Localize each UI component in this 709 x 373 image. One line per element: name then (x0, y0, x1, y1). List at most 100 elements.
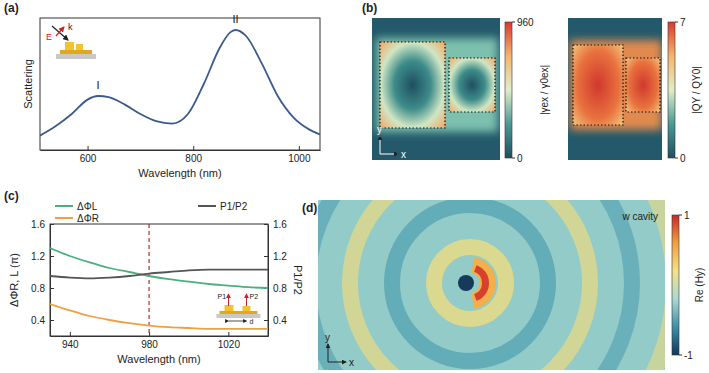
wave-front (318, 200, 665, 370)
tick: 1000 (288, 146, 311, 164)
panel: 94098010200.40.81.21.60.40.81.21.6Wavele… (8, 201, 304, 366)
legend-label: ΔΦR (77, 213, 99, 224)
colorbar-scale (668, 22, 675, 158)
inset-film (219, 311, 257, 314)
tick-mark (679, 215, 682, 216)
tick-label: 1 (684, 210, 690, 221)
tick-mark (675, 22, 678, 23)
y-axis: 0.40.81.21.6 (31, 219, 54, 337)
tick-mark (264, 256, 268, 257)
panel-label: (b) (362, 1, 377, 15)
wave-front (318, 200, 665, 370)
structure-outline (573, 45, 623, 125)
tick-mark (679, 355, 682, 356)
figure: 6008001000Wavelength (nm)ScatteringIIIEk… (0, 0, 709, 373)
tick-mark (50, 320, 54, 321)
structure-outline (380, 42, 445, 128)
axis-icon-label: x (401, 149, 406, 160)
axis-icon-label: x (349, 357, 354, 368)
tick-mark (70, 332, 71, 336)
tick-label: 0.4 (273, 315, 287, 326)
y2-axis-line (268, 225, 269, 337)
colorbar: 07|QY / QY0| (668, 17, 702, 164)
colorbar-title: Re (Hy) (694, 268, 705, 302)
y-axis-title: ΔΦR, L (π) (8, 253, 20, 307)
inset-label: k (68, 22, 73, 32)
tick-mark (88, 146, 89, 150)
colorbar-title: |γex / γ0ex| (539, 65, 550, 115)
tick-label: 1000 (288, 153, 311, 164)
reference-line (148, 224, 149, 336)
tick-label: 7 (680, 17, 686, 28)
colorbar: 0 960 |γex / γ0ex| (505, 17, 550, 164)
wave-front (318, 200, 632, 370)
inset: P1P2d (216, 293, 260, 325)
field-glow (570, 40, 662, 130)
tick-mark (193, 146, 194, 150)
tick-mark (675, 158, 678, 159)
annotation: I (97, 79, 100, 91)
inset-label: d (249, 318, 253, 325)
tick-label: 800 (185, 153, 202, 164)
field-lobe (471, 257, 496, 308)
tick-label: 0.8 (31, 283, 45, 294)
field-background (372, 18, 500, 160)
legend-label: P1/P2 (220, 201, 248, 212)
tick: 1.2 (31, 251, 54, 262)
panel-label: (c) (4, 189, 19, 203)
tick-mark (512, 158, 515, 159)
field-core (458, 275, 474, 291)
axis-icon-arrow (380, 136, 381, 154)
tick-mark (264, 224, 268, 225)
inset-arrow (56, 27, 64, 36)
field-region (380, 42, 445, 128)
x-axis-line (41, 150, 321, 151)
x-axis-title: Wavelength (nm) (117, 353, 200, 365)
plot-frame (50, 224, 268, 336)
y2-axis-title: P1/P2 (292, 265, 304, 295)
series-line (50, 304, 268, 329)
y-axis-title: Scattering (22, 59, 34, 109)
axis-icon-label: y (325, 332, 330, 343)
tick: 0.8 (31, 283, 54, 294)
legend-swatch (198, 205, 216, 207)
axis-icon-arrow (380, 154, 398, 155)
axis-icon: xy (325, 332, 354, 368)
inset: Ek (46, 22, 96, 59)
tick: 940 (62, 332, 79, 350)
annotation: II (232, 13, 238, 25)
panel-label: (a) (4, 1, 19, 15)
plot-frame (40, 18, 320, 150)
tick-label: 960 (517, 17, 534, 28)
wave-front (392, 205, 548, 361)
tick-label: 0 (517, 153, 523, 164)
tick: 1.6 (264, 219, 287, 230)
tick-label: 1.2 (273, 251, 287, 262)
inset-label: E (46, 32, 52, 42)
tick-mark (299, 146, 300, 150)
inset-arrow (52, 26, 68, 40)
tick-label: 600 (80, 153, 97, 164)
field-region (449, 58, 495, 112)
x-axis: 9409801020 (51, 332, 269, 350)
panel-label: (d) (302, 201, 317, 215)
inset-label: P2 (249, 293, 258, 300)
tick-mark (50, 224, 54, 225)
wave-front (318, 200, 665, 370)
tick-mark (50, 256, 54, 257)
tick: 600 (80, 146, 97, 164)
inset-block (242, 306, 250, 311)
inset-film (60, 50, 92, 54)
structure-outline (449, 58, 495, 112)
tick-label: 0.8 (273, 283, 287, 294)
field-map (318, 200, 665, 370)
tick: 0.4 (264, 315, 287, 326)
annotation: w cavity (621, 211, 658, 222)
inset-arrow (228, 321, 246, 322)
series-line (40, 30, 320, 136)
colorbar-scale (505, 22, 512, 158)
inset-arrow (246, 294, 247, 306)
axis-icon-arrow (328, 344, 329, 362)
axis-icon-arrow (328, 362, 346, 363)
tick-mark (512, 22, 515, 23)
